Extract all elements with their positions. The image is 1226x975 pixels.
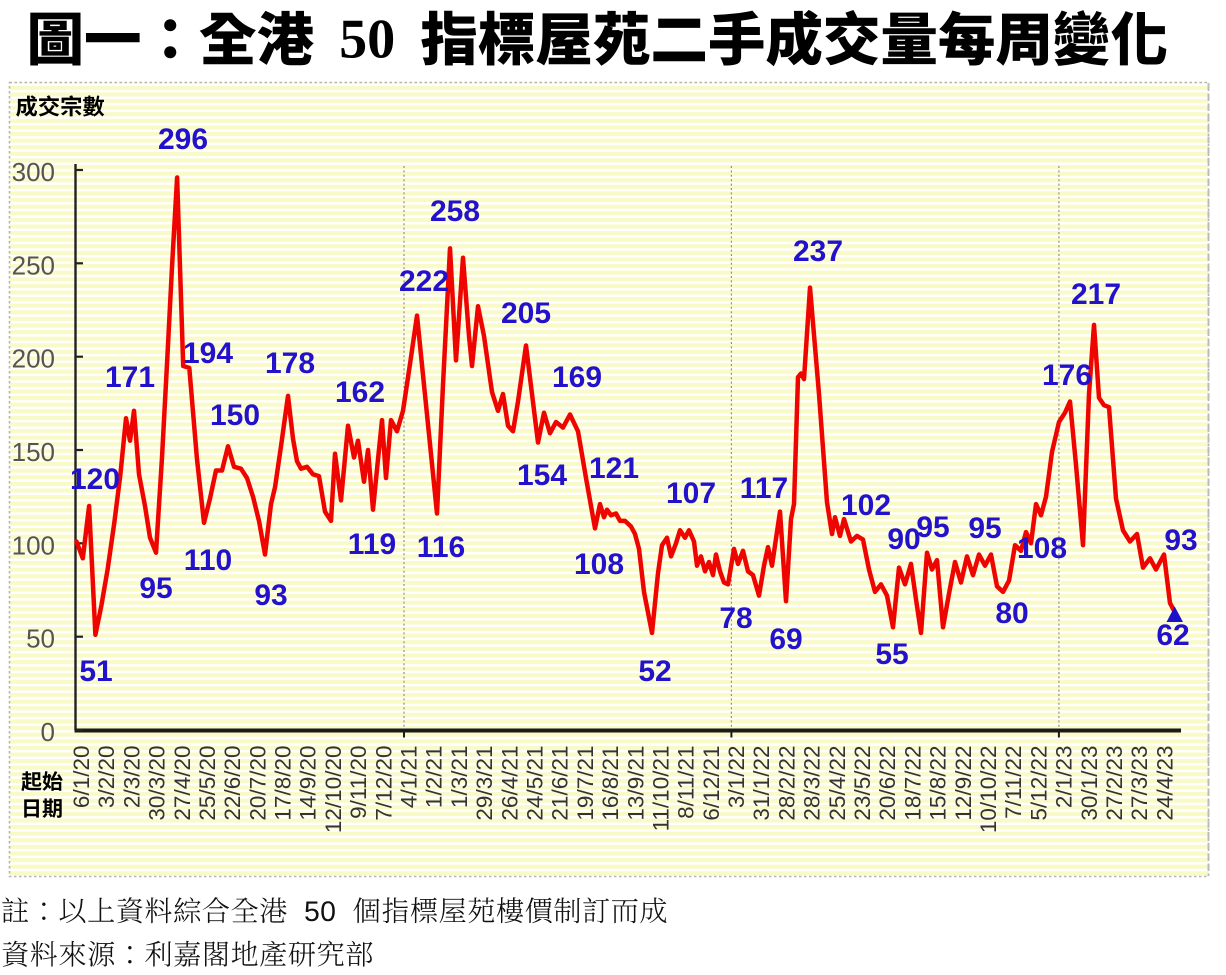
- svg-text:13/9/21: 13/9/21: [623, 746, 648, 821]
- svg-text:24/5/21: 24/5/21: [523, 746, 548, 821]
- svg-text:22/6/20: 22/6/20: [220, 746, 245, 821]
- svg-text:296: 296: [158, 123, 208, 156]
- svg-text:194: 194: [183, 337, 233, 370]
- svg-text:24/4/23: 24/4/23: [1152, 746, 1177, 821]
- svg-text:95: 95: [916, 511, 949, 544]
- svg-text:6/12/21: 6/12/21: [699, 746, 724, 821]
- svg-text:25/4/22: 25/4/22: [825, 746, 850, 821]
- svg-text:95: 95: [968, 512, 1001, 545]
- svg-text:5/12/22: 5/12/22: [1026, 746, 1051, 821]
- svg-text:117: 117: [740, 472, 788, 505]
- svg-text:10/10/22: 10/10/22: [976, 746, 1001, 834]
- svg-text:30/3/20: 30/3/20: [145, 746, 170, 821]
- svg-text:93: 93: [254, 579, 287, 612]
- svg-text:16/8/21: 16/8/21: [598, 746, 623, 821]
- svg-text:31/1/22: 31/1/22: [749, 746, 774, 821]
- svg-text:29/3/21: 29/3/21: [472, 746, 497, 821]
- svg-text:21/6/21: 21/6/21: [548, 746, 573, 821]
- svg-text:205: 205: [501, 297, 551, 330]
- svg-text:51: 51: [79, 655, 112, 688]
- svg-text:258: 258: [430, 195, 480, 228]
- svg-text:217: 217: [1071, 278, 1121, 311]
- svg-text:119: 119: [348, 528, 396, 561]
- svg-text:169: 169: [552, 361, 602, 394]
- svg-text:27/2/23: 27/2/23: [1102, 746, 1127, 821]
- svg-text:121: 121: [589, 452, 639, 485]
- svg-text:52: 52: [638, 655, 671, 688]
- svg-text:15/8/22: 15/8/22: [926, 746, 951, 821]
- svg-text:9/11/20: 9/11/20: [346, 746, 371, 819]
- svg-text:12/9/22: 12/9/22: [951, 746, 976, 821]
- svg-text:171: 171: [105, 361, 155, 394]
- svg-text:50: 50: [26, 624, 55, 654]
- svg-text:178: 178: [265, 347, 315, 380]
- svg-text:108: 108: [1017, 532, 1067, 565]
- svg-text:108: 108: [574, 548, 624, 581]
- svg-text:18/7/22: 18/7/22: [900, 746, 925, 821]
- svg-text:28/3/22: 28/3/22: [800, 746, 825, 821]
- svg-text:69: 69: [769, 623, 802, 656]
- svg-text:17/8/20: 17/8/20: [271, 746, 296, 821]
- svg-text:150: 150: [210, 399, 260, 432]
- svg-text:222: 222: [399, 265, 449, 298]
- svg-text:95: 95: [139, 572, 172, 605]
- svg-text:6/1/20: 6/1/20: [69, 746, 94, 809]
- svg-text:30/1/23: 30/1/23: [1077, 746, 1102, 821]
- svg-text:28/2/22: 28/2/22: [774, 746, 799, 821]
- svg-text:3/1/22: 3/1/22: [724, 746, 749, 809]
- svg-text:107: 107: [666, 477, 716, 510]
- svg-text:237: 237: [793, 235, 843, 268]
- svg-text:100: 100: [12, 530, 55, 560]
- svg-text:90: 90: [887, 523, 920, 556]
- svg-text:3/2/20: 3/2/20: [94, 746, 119, 809]
- svg-text:110: 110: [184, 544, 232, 577]
- svg-text:25/5/20: 25/5/20: [195, 746, 220, 821]
- svg-text:27/4/20: 27/4/20: [170, 746, 195, 821]
- svg-text:2/1/23: 2/1/23: [1052, 746, 1077, 809]
- svg-text:80: 80: [995, 597, 1028, 630]
- svg-text:14/9/20: 14/9/20: [296, 746, 321, 821]
- svg-text:1/3/21: 1/3/21: [447, 746, 472, 809]
- svg-text:26/4/21: 26/4/21: [497, 746, 522, 821]
- svg-text:19/7/21: 19/7/21: [573, 746, 598, 821]
- svg-text:12/10/20: 12/10/20: [321, 746, 346, 834]
- svg-text:120: 120: [70, 463, 120, 496]
- svg-text:8/11/21: 8/11/21: [674, 746, 699, 819]
- svg-text:1/2/21: 1/2/21: [422, 746, 447, 809]
- svg-text:176: 176: [1042, 359, 1092, 392]
- svg-text:55: 55: [875, 638, 908, 671]
- svg-text:116: 116: [417, 531, 465, 564]
- svg-text:7/12/20: 7/12/20: [371, 746, 396, 821]
- svg-text:154: 154: [517, 459, 567, 492]
- svg-text:150: 150: [12, 437, 55, 467]
- svg-text:0: 0: [41, 717, 55, 747]
- svg-text:93: 93: [1164, 524, 1197, 557]
- svg-text:27/3/23: 27/3/23: [1127, 746, 1152, 821]
- svg-text:11/10/21: 11/10/21: [649, 746, 674, 832]
- svg-text:23/5/22: 23/5/22: [850, 746, 875, 821]
- svg-text:200: 200: [12, 344, 55, 374]
- svg-text:20/6/22: 20/6/22: [875, 746, 900, 821]
- svg-text:62: 62: [1156, 619, 1189, 652]
- svg-text:162: 162: [335, 376, 385, 409]
- svg-text:4/1/21: 4/1/21: [397, 746, 422, 809]
- svg-text:20/7/20: 20/7/20: [245, 746, 270, 821]
- svg-text:2/3/20: 2/3/20: [119, 746, 144, 809]
- svg-text:250: 250: [12, 250, 55, 280]
- svg-text:300: 300: [12, 157, 55, 187]
- svg-text:78: 78: [719, 602, 752, 635]
- svg-text:102: 102: [841, 489, 891, 522]
- svg-text:7/11/22: 7/11/22: [1001, 746, 1026, 819]
